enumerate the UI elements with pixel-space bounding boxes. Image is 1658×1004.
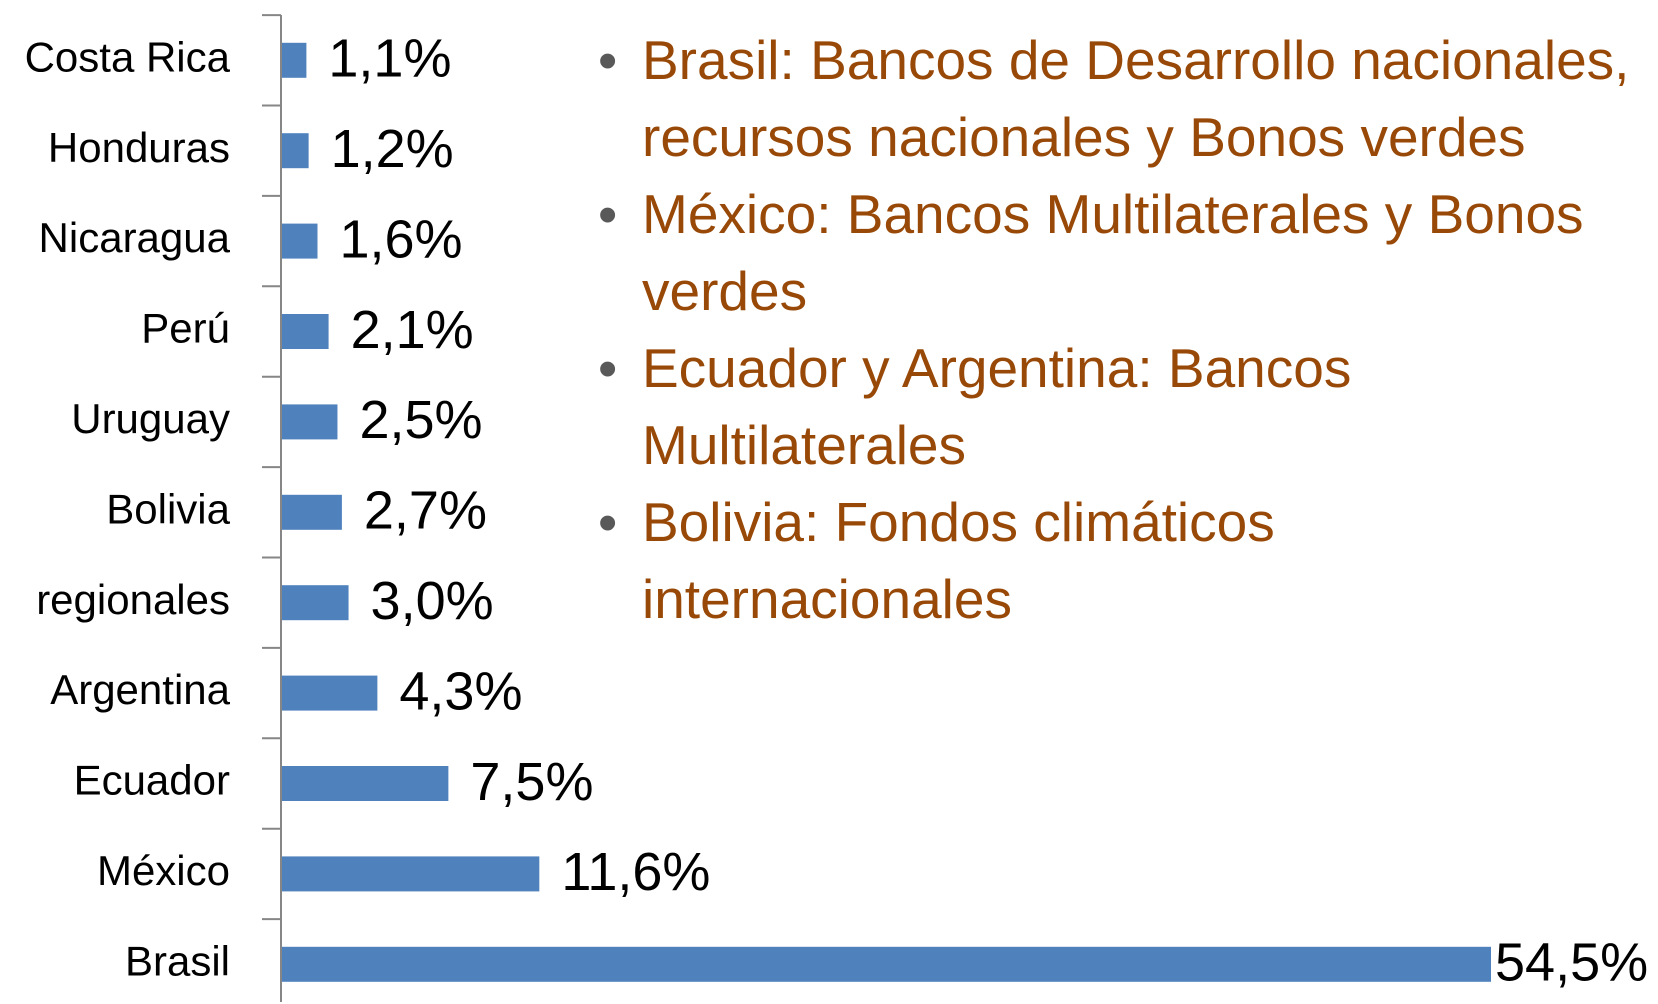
bar (282, 585, 349, 621)
bar (282, 404, 338, 440)
annotation: • Bolivia: Fondos climáticos internaciona… (590, 484, 1640, 638)
annotation-list: • Brasil: Bancos de Desarrollo nacionales… (590, 22, 1640, 638)
annotation: • México: Bancos Multilaterales y Bonos v… (590, 176, 1640, 330)
value-label: 4,3% (399, 661, 522, 721)
annotation-text: Ecuador y Argentina: Bancos Multilateral… (642, 337, 1352, 476)
annotation-text: México: Bancos Multilaterales y Bonos ve… (642, 183, 1584, 322)
category-label: Uruguay (71, 395, 230, 442)
bullet: • (598, 29, 618, 91)
category-label: México (97, 847, 230, 894)
category-label: Nicaragua (39, 214, 231, 261)
value-label: 2,5% (359, 390, 482, 450)
category-label: Perú (141, 305, 230, 352)
bullet: • (598, 337, 618, 399)
value-label: 1,6% (339, 209, 462, 269)
bar (282, 42, 307, 78)
value-label: 1,2% (331, 119, 454, 179)
value-label: 3,0% (371, 571, 494, 631)
category-label: regionales (36, 576, 230, 623)
category-label: Honduras (48, 124, 230, 171)
bullet: • (598, 183, 618, 245)
annotation-text: Bolivia: Fondos climáticos internacional… (642, 491, 1275, 630)
annotation-text: Brasil: Bancos de Desarrollo nacionales,… (642, 29, 1630, 168)
bar (282, 314, 329, 349)
category-label: Argentina (50, 666, 230, 713)
annotation: • Ecuador y Argentina: Bancos Multilatera… (590, 330, 1640, 484)
value-label: 2,1% (351, 300, 474, 360)
bar (282, 856, 540, 892)
value-label: 11,6% (561, 842, 710, 902)
value-label: 2,7% (364, 481, 487, 541)
bar (282, 946, 1491, 982)
bar (282, 133, 309, 169)
category-label: Bolivia (106, 485, 230, 532)
bar (282, 494, 342, 530)
value-label: 1,1% (328, 29, 451, 89)
category-label: Ecuador (74, 757, 230, 804)
value-label: 7,5% (470, 752, 593, 812)
bar (282, 223, 318, 259)
category-label: Brasil (125, 937, 230, 984)
category-label: Costa Rica (25, 33, 231, 80)
bar (282, 675, 378, 711)
value-label: 54,5% (1495, 933, 1648, 993)
bar (282, 766, 449, 801)
annotation: • Brasil: Bancos de Desarrollo nacionales… (590, 22, 1640, 176)
bullet: • (598, 491, 618, 553)
